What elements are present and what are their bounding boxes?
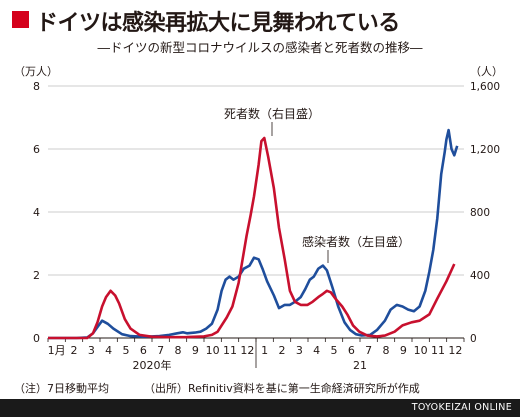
right-axis-unit: （人） xyxy=(470,65,503,78)
x-tick-label: 11 xyxy=(223,344,237,357)
x-tick-label: 1月 xyxy=(48,344,66,357)
x-tick-label: 4 xyxy=(313,344,320,357)
year-label-2020: 2020年 xyxy=(133,358,172,372)
x-tick-label: 3 xyxy=(88,344,95,357)
right-tick-label: 800 xyxy=(470,207,490,219)
deaths-line xyxy=(48,136,456,340)
right-tick-label: 400 xyxy=(470,270,490,282)
x-tick-label: 12 xyxy=(448,344,462,357)
x-tick-label: 4 xyxy=(105,344,112,357)
x-tick-label: 3 xyxy=(296,344,303,357)
x-tick-label: 8 xyxy=(175,344,182,357)
x-tick-label: 10 xyxy=(414,344,428,357)
x-tick-label: 8 xyxy=(383,344,390,357)
left-tick-label: 2 xyxy=(33,269,40,282)
x-tick-label: 9 xyxy=(192,344,199,357)
deaths-annotation: 死者数（右目盛） xyxy=(224,106,320,121)
x-tick-label: 7 xyxy=(157,344,164,357)
x-tick-label: 2 xyxy=(71,344,78,357)
x-tick-label: 5 xyxy=(123,344,130,357)
x-tick-label: 12 xyxy=(240,344,254,357)
x-tick-label: 6 xyxy=(140,344,147,357)
x-tick-label: 2 xyxy=(279,344,286,357)
note-text: （注）7日移動平均 xyxy=(14,382,109,395)
left-tick-label: 0 xyxy=(33,332,40,345)
x-tick-label: 10 xyxy=(206,344,220,357)
year-label-2021: 21 xyxy=(353,359,367,372)
right-tick-label: 1,200 xyxy=(470,144,500,156)
x-tick-label: 5 xyxy=(331,344,338,357)
left-tick-label: 6 xyxy=(33,143,40,156)
left-axis-unit: （万人） xyxy=(14,65,58,78)
publisher-label: TOYOKEIZAI ONLINE xyxy=(411,402,512,413)
source-text: （出所）Refinitiv資料を基に第一生命経済研究所が作成 xyxy=(144,382,420,395)
right-tick-label: 1,600 xyxy=(470,81,500,93)
title-accent-square xyxy=(12,11,29,28)
cases-annotation: 感染者数（左目盛） xyxy=(302,234,410,249)
x-tick-label: 7 xyxy=(365,344,372,357)
x-tick-label: 11 xyxy=(431,344,445,357)
chart-notes: （注）7日移動平均 （出所）Refinitiv資料を基に第一生命経済研究所が作成 xyxy=(14,380,514,396)
x-tick-label: 9 xyxy=(400,344,407,357)
x-tick-label: 6 xyxy=(348,344,355,357)
chart-subtitle: ―ドイツの新型コロナウイルスの感染者と死者数の推移― xyxy=(97,40,423,55)
left-tick-label: 4 xyxy=(33,206,40,219)
left-tick-label: 8 xyxy=(33,80,40,93)
publisher-footer: TOYOKEIZAI ONLINE xyxy=(0,399,520,417)
right-tick-label: 0 xyxy=(470,333,477,345)
x-tick-label: 1 xyxy=(261,344,268,357)
chart-title: ドイツは感染再拡大に見舞われている xyxy=(36,11,400,36)
